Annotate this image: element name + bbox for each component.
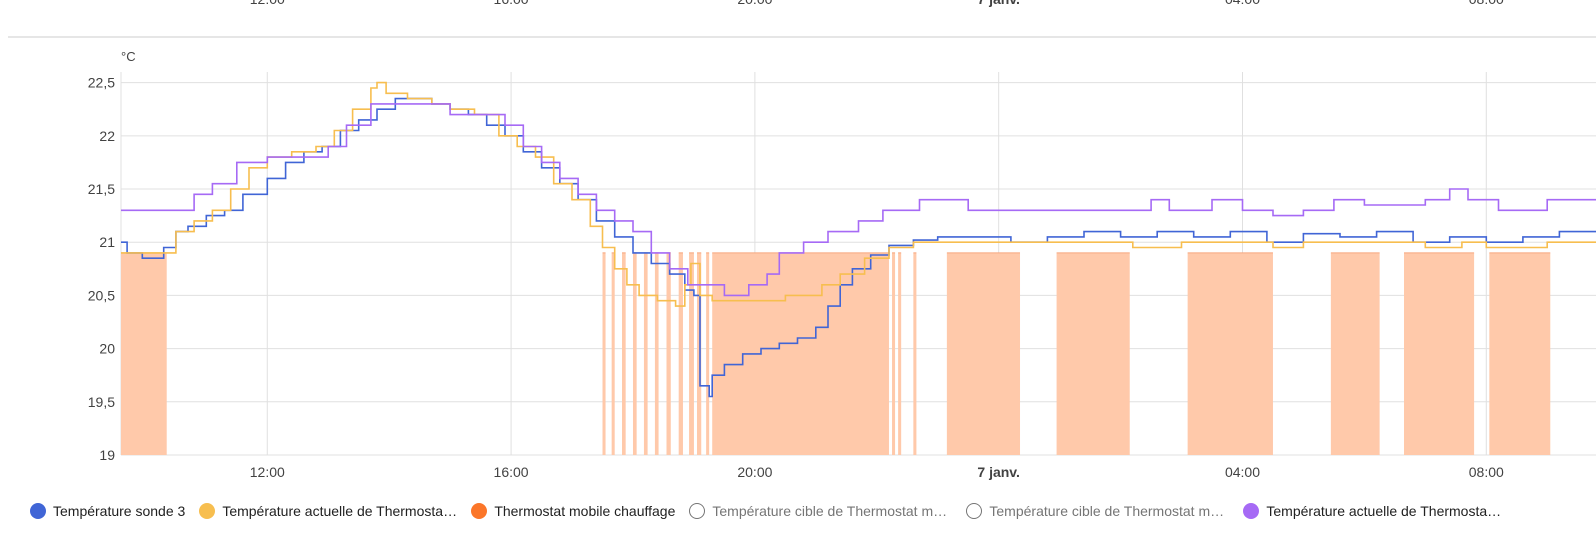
legend-label: Température actuelle de Thermostat mobil… <box>1266 503 1501 519</box>
legend-label: Température cible de Thermostat mobile c… <box>989 503 1229 519</box>
series-layer <box>121 81 1596 398</box>
heating-on-interval <box>898 252 902 455</box>
top-axis-tick-label: 7 janv. <box>977 0 1020 7</box>
series-line-1 <box>121 97 1596 398</box>
legend-item-4[interactable]: Température cible de Thermostat mobile c… <box>689 503 952 519</box>
top-axis-tick-label: 08:00 <box>1469 0 1504 7</box>
heating-on-interval <box>643 252 648 455</box>
temperature-chart: °C 19 19,5 20 20,5 21 21,5 22 22,5 12:00 16:00 20:… <box>88 49 1596 480</box>
heating-on-interval <box>654 252 659 455</box>
heating-on-interval <box>632 252 637 455</box>
legend-color-dot <box>30 503 46 519</box>
top-axis-tick-label: 16:00 <box>494 0 529 7</box>
x-tick-label: 04:00 <box>1225 464 1260 480</box>
heating-area-layer <box>121 252 1551 455</box>
heating-on-interval <box>706 252 710 455</box>
heating-on-interval <box>712 252 889 455</box>
heating-on-interval <box>622 252 626 455</box>
heating-on-interval <box>678 252 683 455</box>
legend-item-2[interactable]: Température actuelle de Thermostat mobil… <box>199 503 457 519</box>
y-tick-label: 22 <box>99 128 115 144</box>
legend-item-5[interactable]: Température cible de Thermostat mobile c… <box>966 503 1229 519</box>
legend-label: Température sonde 3 <box>53 503 186 519</box>
y-axis-unit-label: °C <box>121 49 136 64</box>
top-axis-tick-label: 12:00 <box>250 0 285 7</box>
heating-on-interval <box>1489 252 1551 455</box>
x-tick-label: 20:00 <box>737 464 772 480</box>
heating-on-interval <box>946 252 1021 455</box>
legend-color-dot <box>1243 503 1260 519</box>
x-tick-label: 7 janv. <box>977 464 1020 480</box>
y-tick-label: 20,5 <box>88 287 115 303</box>
y-tick-label: 21 <box>99 234 115 250</box>
heating-on-interval <box>696 252 702 455</box>
heating-on-interval <box>1056 252 1130 455</box>
heating-on-interval <box>611 252 615 455</box>
legend-item-6[interactable]: Température actuelle de Thermostat mobil… <box>1243 503 1501 519</box>
legend-color-dot <box>689 503 706 519</box>
legend-color-dot <box>199 503 216 519</box>
heating-on-interval <box>1404 252 1475 455</box>
heating-on-interval <box>892 252 896 455</box>
heating-on-interval <box>1187 252 1273 455</box>
axis-layer: °C 19 19,5 20 20,5 21 21,5 22 22,5 12:00 16:00 20:… <box>88 49 1504 480</box>
heating-on-interval <box>689 252 694 455</box>
top-axis-strip: 12:00 16:00 20:00 7 janv. 04:00 08:00 <box>8 0 1596 38</box>
y-tick-label: 21,5 <box>88 181 115 197</box>
heating-on-interval <box>121 252 167 455</box>
legend-label: Température cible de Thermostat mobile c… <box>712 503 952 519</box>
chart-legend: Température sonde 3 Température actuelle … <box>30 496 1515 526</box>
y-tick-label: 19 <box>99 447 115 463</box>
legend-item-3[interactable]: Thermostat mobile chauffage <box>471 503 675 519</box>
legend-item-1[interactable]: Température sonde 3 <box>30 503 185 519</box>
x-tick-label: 08:00 <box>1469 464 1504 480</box>
top-axis-tick-label: 04:00 <box>1225 0 1260 7</box>
legend-color-dot <box>966 503 983 519</box>
x-tick-label: 16:00 <box>494 464 529 480</box>
y-tick-label: 22,5 <box>88 75 115 91</box>
heating-on-interval <box>913 252 917 455</box>
legend-label: Thermostat mobile chauffage <box>494 503 676 519</box>
y-tick-label: 20 <box>99 341 115 357</box>
legend-color-dot <box>471 503 488 519</box>
heating-on-interval <box>602 252 606 455</box>
heating-on-interval <box>1330 252 1380 455</box>
heating-on-interval <box>666 252 671 455</box>
legend-label: Température actuelle de Thermostat mobil… <box>222 503 457 519</box>
series-line-3 <box>121 103 1596 297</box>
x-tick-label: 12:00 <box>250 464 285 480</box>
top-axis-tick-label: 20:00 <box>737 0 772 7</box>
y-tick-label: 19,5 <box>88 394 115 410</box>
